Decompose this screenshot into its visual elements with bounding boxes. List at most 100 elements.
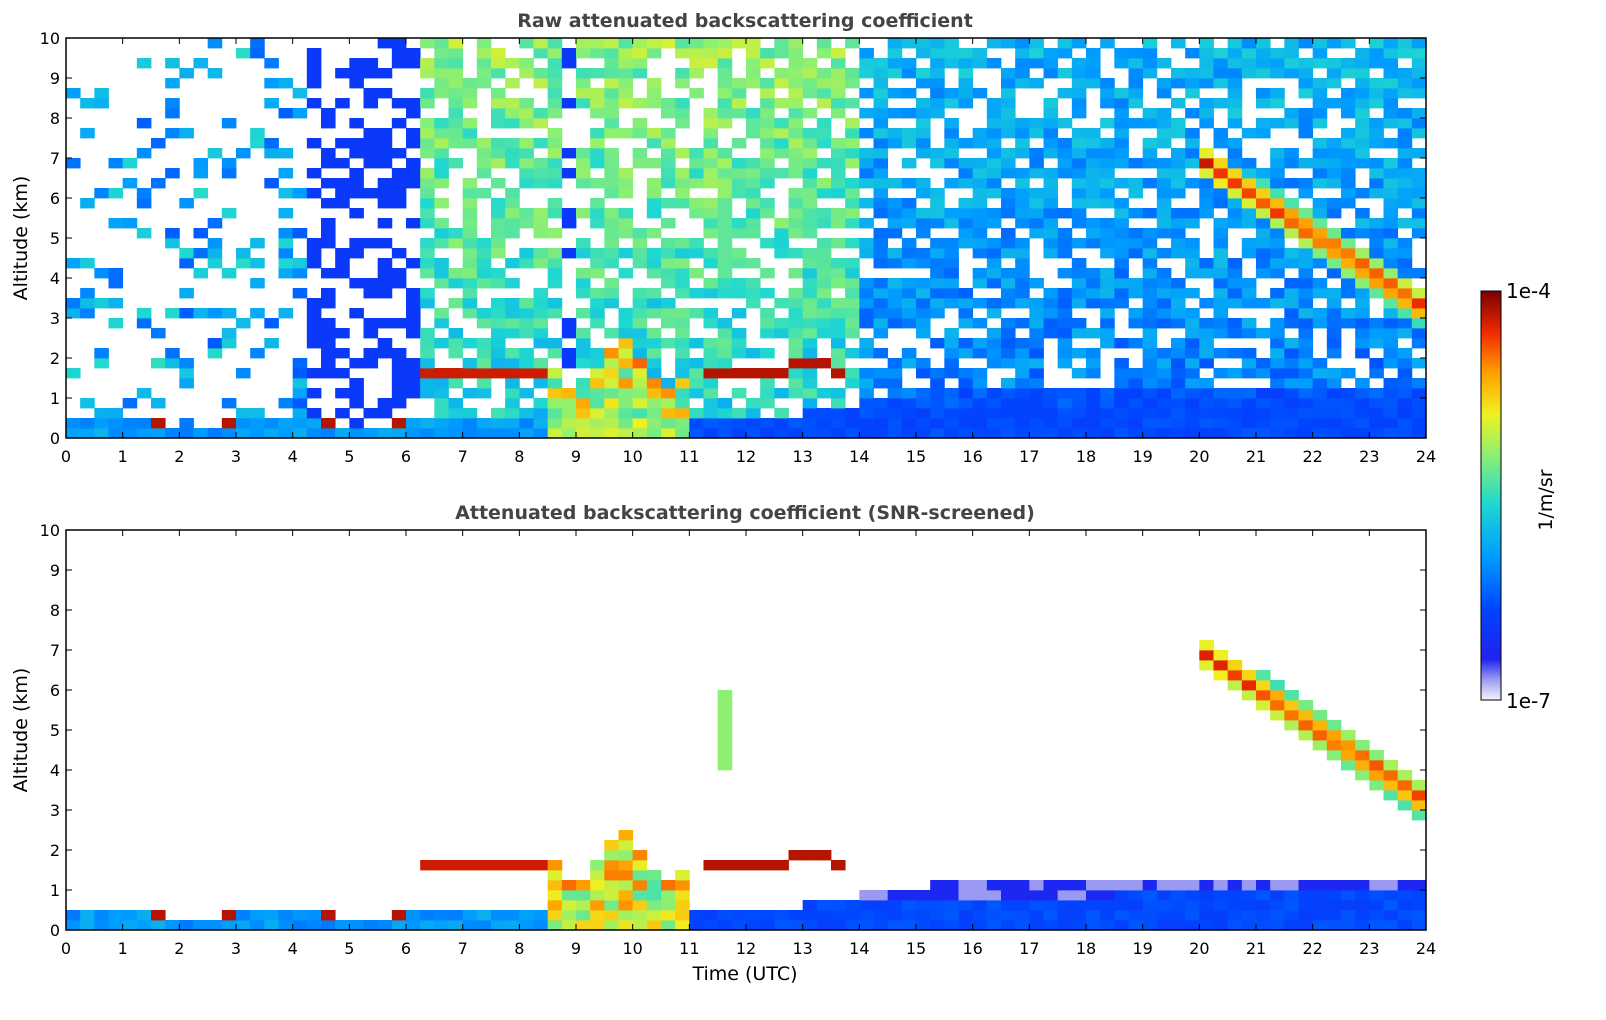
heatmap-cell <box>1199 48 1214 59</box>
heatmap-cell <box>1369 48 1384 59</box>
heatmap-cell <box>1213 900 1229 911</box>
heatmap-cell <box>774 860 789 871</box>
heatmap-cell <box>1256 208 1271 219</box>
y-tick-label: 0 <box>50 429 60 448</box>
heatmap-cell <box>1312 278 1328 289</box>
heatmap-cell <box>901 58 917 69</box>
heatmap-cell <box>1185 880 1200 891</box>
heatmap-cell <box>462 288 478 299</box>
heatmap-cell <box>519 178 534 189</box>
heatmap-cell <box>930 98 945 109</box>
heatmap-cell <box>561 58 577 69</box>
heatmap-cell <box>632 880 648 891</box>
heatmap-cell <box>859 910 874 921</box>
heatmap-cell <box>731 278 747 289</box>
heatmap-cell <box>491 428 506 439</box>
heatmap-cell <box>1171 308 1186 319</box>
heatmap-cell <box>788 168 804 179</box>
heatmap-cell <box>306 258 322 269</box>
heatmap-cell <box>1128 318 1144 329</box>
heatmap-cell <box>731 258 747 269</box>
heatmap-cell <box>788 368 804 379</box>
heatmap-cell <box>1142 308 1158 319</box>
heatmap-cell <box>136 318 152 329</box>
heatmap-cell <box>1397 328 1413 339</box>
heatmap-cell <box>1185 108 1200 119</box>
heatmap-cell <box>221 308 237 319</box>
heatmap-cell <box>717 178 733 189</box>
heatmap-cell <box>505 920 520 931</box>
heatmap-cell <box>873 108 889 119</box>
heatmap-cell <box>661 168 676 179</box>
heatmap-cell <box>873 148 889 159</box>
heatmap-cell <box>519 318 534 329</box>
heatmap-cell <box>632 118 648 129</box>
x-tick-label: 11 <box>679 447 699 466</box>
heatmap-cell <box>1213 68 1229 79</box>
heatmap-cell <box>1185 328 1200 339</box>
heatmap-cell <box>448 338 464 349</box>
heatmap-cell <box>845 298 860 309</box>
heatmap-cell <box>816 328 832 339</box>
heatmap-cell <box>831 318 846 329</box>
heatmap-cell <box>1029 168 1044 179</box>
heatmap-cell <box>519 408 534 419</box>
heatmap-cell <box>136 418 152 429</box>
heatmap-cell <box>1185 920 1200 931</box>
heatmap-cell <box>1397 278 1413 289</box>
heatmap-cell <box>448 68 464 79</box>
heatmap-cell <box>1100 78 1115 89</box>
heatmap-cell <box>802 298 818 309</box>
heatmap-cell <box>1015 168 1030 179</box>
heatmap-cell <box>845 428 860 439</box>
heatmap-cell <box>930 338 945 349</box>
heatmap-cell <box>505 428 520 439</box>
heatmap-cell <box>1270 338 1285 349</box>
x-tick-label: 2 <box>174 939 184 958</box>
heatmap-cell <box>986 890 1002 901</box>
heatmap-cell <box>816 318 832 329</box>
y-tick-label: 7 <box>50 149 60 168</box>
heatmap-cell <box>193 168 209 179</box>
heatmap-cell <box>476 158 492 169</box>
heatmap-cell <box>391 348 407 359</box>
heatmap-cell <box>901 298 917 309</box>
heatmap-cell <box>448 348 464 359</box>
heatmap-cell <box>1298 258 1314 269</box>
heatmap-cell <box>675 328 690 339</box>
heatmap-cell <box>618 168 634 179</box>
heatmap-cell <box>221 338 237 349</box>
heatmap-cell <box>448 398 464 409</box>
heatmap-cell <box>689 338 704 349</box>
heatmap-cell <box>746 168 761 179</box>
y-tick-label: 6 <box>50 681 60 700</box>
heatmap-cell <box>349 148 364 159</box>
heatmap-cell <box>547 208 563 219</box>
heatmap-cell <box>1298 298 1314 309</box>
x-tick-label: 24 <box>1416 447 1436 466</box>
heatmap-cell <box>661 248 676 259</box>
heatmap-cell <box>221 920 237 931</box>
heatmap-cell <box>1043 308 1059 319</box>
heatmap-cell <box>1213 128 1229 139</box>
heatmap-cell <box>972 278 988 289</box>
heatmap-cell <box>1128 228 1144 239</box>
heatmap-cell <box>1100 158 1115 169</box>
y-tick-label: 1 <box>50 881 60 900</box>
heatmap-cell <box>1227 188 1243 199</box>
heatmap-cell <box>278 428 294 439</box>
heatmap-cell <box>377 318 393 329</box>
heatmap-cell <box>661 148 676 159</box>
heatmap-cell <box>859 890 874 901</box>
heatmap-cell <box>1312 178 1328 189</box>
heatmap-cell <box>1213 910 1229 921</box>
heatmap-cell <box>491 418 506 429</box>
heatmap-cell <box>1185 348 1200 359</box>
heatmap-cell <box>1227 58 1243 69</box>
heatmap-cell <box>1227 418 1243 429</box>
heatmap-cell <box>576 398 591 409</box>
heatmap-cell <box>391 178 407 189</box>
heatmap-cell <box>462 278 478 289</box>
heatmap-cell <box>831 148 846 159</box>
heatmap-cell <box>1284 308 1299 319</box>
